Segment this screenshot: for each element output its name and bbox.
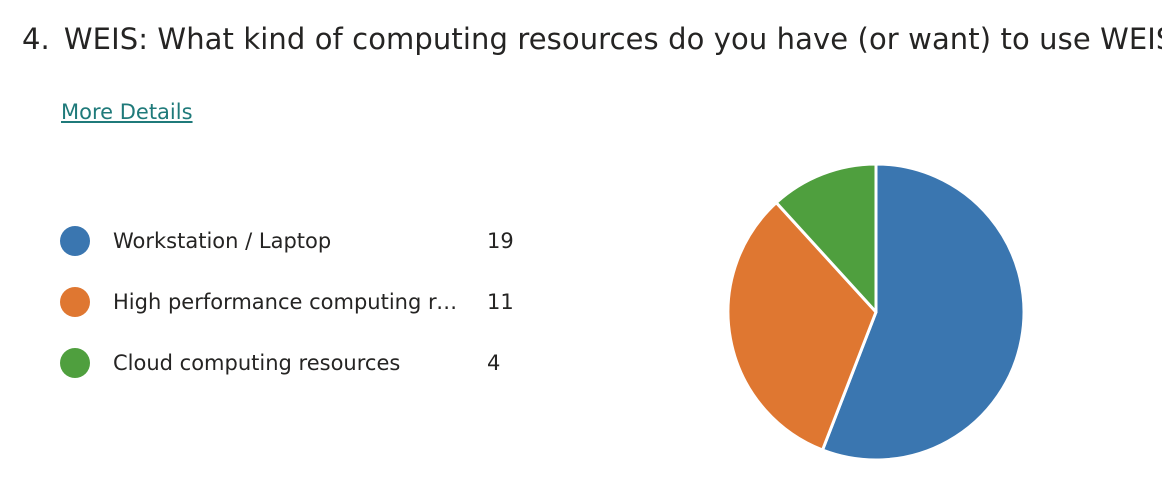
legend-item-workstation: Workstation / Laptop 19: [60, 222, 530, 260]
pie-slice-workstation[interactable]: [821, 162, 1026, 462]
legend-label: Cloud computing resources: [113, 351, 401, 375]
legend-item-hpc: High performance computing re... 11: [60, 283, 530, 321]
legend-count: 19: [487, 229, 514, 253]
pie-slice-hpc[interactable]: [726, 201, 878, 452]
legend-count: 4: [487, 351, 501, 375]
question-number: 4.: [22, 22, 50, 56]
question-title: 4. WEIS: What kind of computing resources…: [22, 22, 1162, 56]
legend-label: High performance computing re...: [113, 290, 463, 314]
legend-swatch: [60, 226, 90, 256]
legend-item-cloud: Cloud computing resources 4: [60, 344, 530, 382]
legend-count: 11: [487, 290, 514, 314]
chart-legend: Workstation / Laptop 19 High performance…: [60, 222, 530, 405]
legend-swatch: [60, 348, 90, 378]
legend-label: Workstation / Laptop: [113, 229, 332, 253]
more-details-link[interactable]: More Details: [61, 100, 193, 124]
question-text: WEIS: What kind of computing resources d…: [63, 22, 1162, 56]
pie-chart-container: [724, 160, 1028, 464]
legend-swatch: [60, 287, 90, 317]
pie-slice-cloud[interactable]: [774, 162, 878, 314]
pie-chart: [726, 162, 1026, 462]
